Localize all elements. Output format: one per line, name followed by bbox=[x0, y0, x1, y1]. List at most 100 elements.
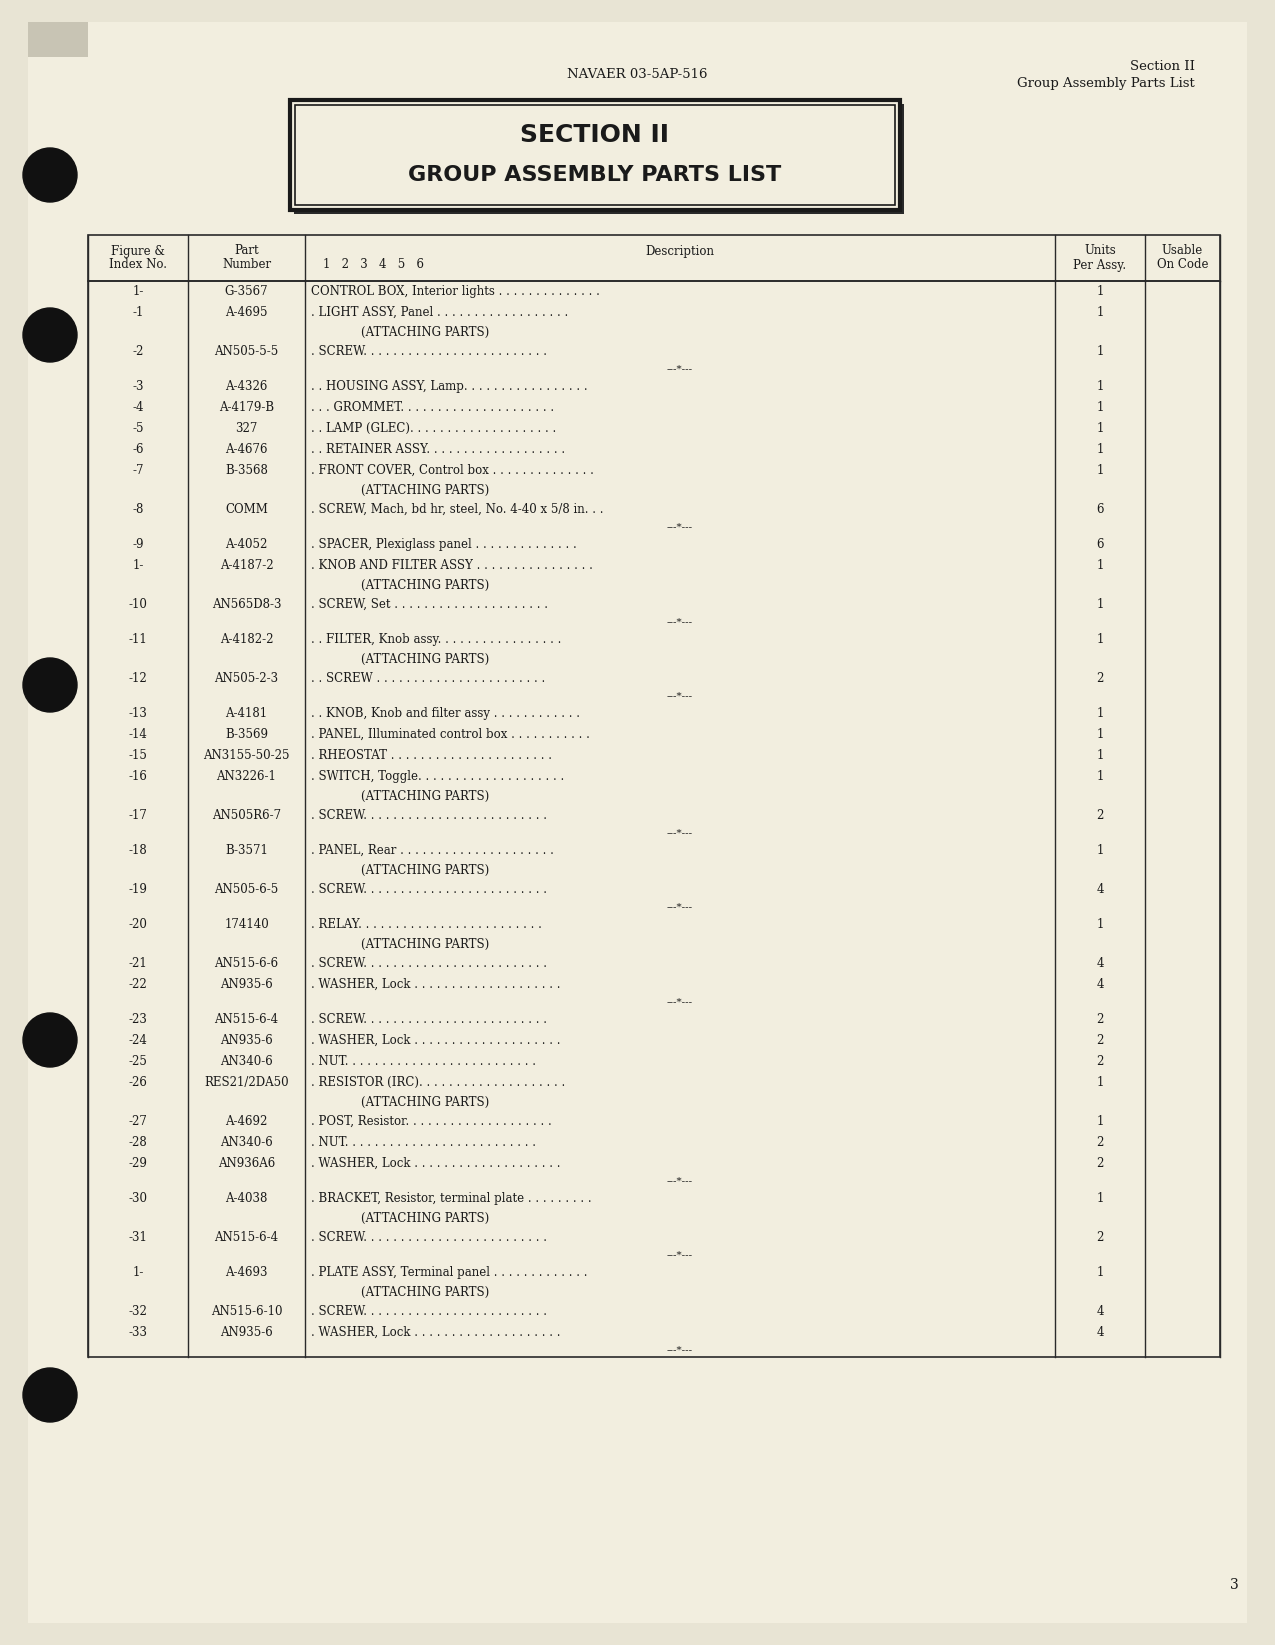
Text: 1   2   3   4   5   6: 1 2 3 4 5 6 bbox=[323, 258, 425, 271]
Text: AN935-6: AN935-6 bbox=[221, 1326, 273, 1339]
Text: 2: 2 bbox=[1096, 1230, 1104, 1244]
Text: . . LAMP (GLEC). . . . . . . . . . . . . . . . . . . .: . . LAMP (GLEC). . . . . . . . . . . . .… bbox=[311, 423, 556, 434]
Text: AN515-6-4: AN515-6-4 bbox=[214, 1013, 278, 1026]
Text: Figure &: Figure & bbox=[111, 245, 164, 258]
Text: 1-: 1- bbox=[133, 559, 144, 572]
Text: -27: -27 bbox=[129, 1115, 148, 1128]
Text: -24: -24 bbox=[129, 1035, 148, 1046]
Text: 1: 1 bbox=[1096, 306, 1104, 319]
Text: 4: 4 bbox=[1096, 883, 1104, 897]
Text: -10: -10 bbox=[129, 599, 148, 610]
Text: 1: 1 bbox=[1096, 345, 1104, 359]
Text: NAVAER 03-5AP-516: NAVAER 03-5AP-516 bbox=[567, 69, 708, 82]
Text: AN3155-50-25: AN3155-50-25 bbox=[203, 748, 289, 762]
Text: . . KNOB, Knob and filter assy . . . . . . . . . . . .: . . KNOB, Knob and filter assy . . . . .… bbox=[311, 707, 580, 721]
Text: -17: -17 bbox=[129, 809, 148, 822]
Text: . RESISTOR (IRC). . . . . . . . . . . . . . . . . . . .: . RESISTOR (IRC). . . . . . . . . . . . … bbox=[311, 1076, 565, 1089]
Text: 2: 2 bbox=[1096, 1137, 1104, 1148]
Text: 4: 4 bbox=[1096, 1304, 1104, 1318]
Text: COMM: COMM bbox=[226, 503, 268, 517]
Text: 1: 1 bbox=[1096, 844, 1104, 857]
Text: Group Assembly Parts List: Group Assembly Parts List bbox=[1017, 77, 1195, 89]
Text: 1: 1 bbox=[1096, 1076, 1104, 1089]
Text: Section II: Section II bbox=[1130, 61, 1195, 74]
Text: AN340-6: AN340-6 bbox=[221, 1054, 273, 1068]
Text: Description: Description bbox=[645, 245, 714, 258]
Text: -3: -3 bbox=[133, 380, 144, 393]
Bar bbox=[295, 104, 904, 214]
Text: 1: 1 bbox=[1096, 1115, 1104, 1128]
Text: B-3568: B-3568 bbox=[226, 464, 268, 477]
Text: AN505-6-5: AN505-6-5 bbox=[214, 883, 279, 897]
Text: -25: -25 bbox=[129, 1054, 148, 1068]
Text: . WASHER, Lock . . . . . . . . . . . . . . . . . . . .: . WASHER, Lock . . . . . . . . . . . . .… bbox=[311, 1326, 561, 1339]
Text: -18: -18 bbox=[129, 844, 148, 857]
Text: 1-: 1- bbox=[133, 1267, 144, 1280]
Text: -9: -9 bbox=[133, 538, 144, 551]
Text: Usable: Usable bbox=[1162, 245, 1204, 258]
Text: AN515-6-6: AN515-6-6 bbox=[214, 957, 278, 971]
Text: GROUP ASSEMBLY PARTS LIST: GROUP ASSEMBLY PARTS LIST bbox=[408, 164, 782, 184]
Text: G-3567: G-3567 bbox=[224, 285, 268, 298]
Text: . SCREW. . . . . . . . . . . . . . . . . . . . . . . . .: . SCREW. . . . . . . . . . . . . . . . .… bbox=[311, 809, 547, 822]
Text: -21: -21 bbox=[129, 957, 148, 971]
Text: AN515-6-4: AN515-6-4 bbox=[214, 1230, 278, 1244]
Text: AN935-6: AN935-6 bbox=[221, 979, 273, 990]
Text: CONTROL BOX, Interior lights . . . . . . . . . . . . . .: CONTROL BOX, Interior lights . . . . . .… bbox=[311, 285, 599, 298]
Text: 1: 1 bbox=[1096, 770, 1104, 783]
Text: -29: -29 bbox=[129, 1156, 148, 1170]
Text: 1: 1 bbox=[1096, 599, 1104, 610]
Text: . SWITCH, Toggle. . . . . . . . . . . . . . . . . . . .: . SWITCH, Toggle. . . . . . . . . . . . … bbox=[311, 770, 565, 783]
Text: A-4693: A-4693 bbox=[226, 1267, 268, 1280]
Text: -23: -23 bbox=[129, 1013, 148, 1026]
Text: -12: -12 bbox=[129, 673, 148, 684]
Text: . SCREW. . . . . . . . . . . . . . . . . . . . . . . . .: . SCREW. . . . . . . . . . . . . . . . .… bbox=[311, 1013, 547, 1026]
Bar bbox=[295, 105, 895, 206]
Text: -20: -20 bbox=[129, 918, 148, 931]
Text: -16: -16 bbox=[129, 770, 148, 783]
Text: 2: 2 bbox=[1096, 1156, 1104, 1170]
Text: . PANEL, Illuminated control box . . . . . . . . . . .: . PANEL, Illuminated control box . . . .… bbox=[311, 729, 590, 740]
Text: . RHEOSTAT . . . . . . . . . . . . . . . . . . . . . .: . RHEOSTAT . . . . . . . . . . . . . . .… bbox=[311, 748, 552, 762]
Text: -30: -30 bbox=[129, 1193, 148, 1206]
Text: . KNOB AND FILTER ASSY . . . . . . . . . . . . . . . .: . KNOB AND FILTER ASSY . . . . . . . . .… bbox=[311, 559, 593, 572]
Text: 1: 1 bbox=[1096, 464, 1104, 477]
Text: (ATTACHING PARTS): (ATTACHING PARTS) bbox=[361, 864, 490, 877]
Text: B-3571: B-3571 bbox=[226, 844, 268, 857]
Text: . NUT. . . . . . . . . . . . . . . . . . . . . . . . . .: . NUT. . . . . . . . . . . . . . . . . .… bbox=[311, 1054, 536, 1068]
Text: -2: -2 bbox=[133, 345, 144, 359]
Text: 1: 1 bbox=[1096, 380, 1104, 393]
Text: . . . GROMMET. . . . . . . . . . . . . . . . . . . . .: . . . GROMMET. . . . . . . . . . . . . .… bbox=[311, 401, 555, 415]
Text: (ATTACHING PARTS): (ATTACHING PARTS) bbox=[361, 484, 490, 497]
Text: A-4692: A-4692 bbox=[226, 1115, 268, 1128]
Text: (ATTACHING PARTS): (ATTACHING PARTS) bbox=[361, 790, 490, 803]
Text: 1: 1 bbox=[1096, 633, 1104, 646]
Text: 1: 1 bbox=[1096, 748, 1104, 762]
Text: Index No.: Index No. bbox=[108, 258, 167, 271]
Text: -14: -14 bbox=[129, 729, 148, 740]
Text: A-4187-2: A-4187-2 bbox=[219, 559, 273, 572]
Text: . LIGHT ASSY, Panel . . . . . . . . . . . . . . . . . .: . LIGHT ASSY, Panel . . . . . . . . . . … bbox=[311, 306, 569, 319]
Text: A-4181: A-4181 bbox=[226, 707, 268, 721]
Text: 174140: 174140 bbox=[224, 918, 269, 931]
Text: 1: 1 bbox=[1096, 1193, 1104, 1206]
Text: AN565D8-3: AN565D8-3 bbox=[212, 599, 282, 610]
Text: ---*---: ---*--- bbox=[667, 1346, 694, 1354]
Text: 1: 1 bbox=[1096, 443, 1104, 456]
Text: 4: 4 bbox=[1096, 1326, 1104, 1339]
Text: 4: 4 bbox=[1096, 957, 1104, 971]
Text: . SCREW, Mach, bd hr, steel, No. 4-40 x 5/8 in. . .: . SCREW, Mach, bd hr, steel, No. 4-40 x … bbox=[311, 503, 603, 517]
Text: SECTION II: SECTION II bbox=[520, 123, 669, 146]
Text: 3: 3 bbox=[1230, 1578, 1239, 1592]
Text: . SCREW. . . . . . . . . . . . . . . . . . . . . . . . .: . SCREW. . . . . . . . . . . . . . . . .… bbox=[311, 1304, 547, 1318]
Text: ---*---: ---*--- bbox=[667, 1250, 694, 1260]
Text: A-4038: A-4038 bbox=[226, 1193, 268, 1206]
Text: -26: -26 bbox=[129, 1076, 148, 1089]
Text: -5: -5 bbox=[133, 423, 144, 434]
Text: AN3226-1: AN3226-1 bbox=[217, 770, 277, 783]
Text: 6: 6 bbox=[1096, 503, 1104, 517]
Text: -31: -31 bbox=[129, 1230, 148, 1244]
Text: 327: 327 bbox=[236, 423, 258, 434]
Text: -13: -13 bbox=[129, 707, 148, 721]
Text: ---*---: ---*--- bbox=[667, 523, 694, 531]
